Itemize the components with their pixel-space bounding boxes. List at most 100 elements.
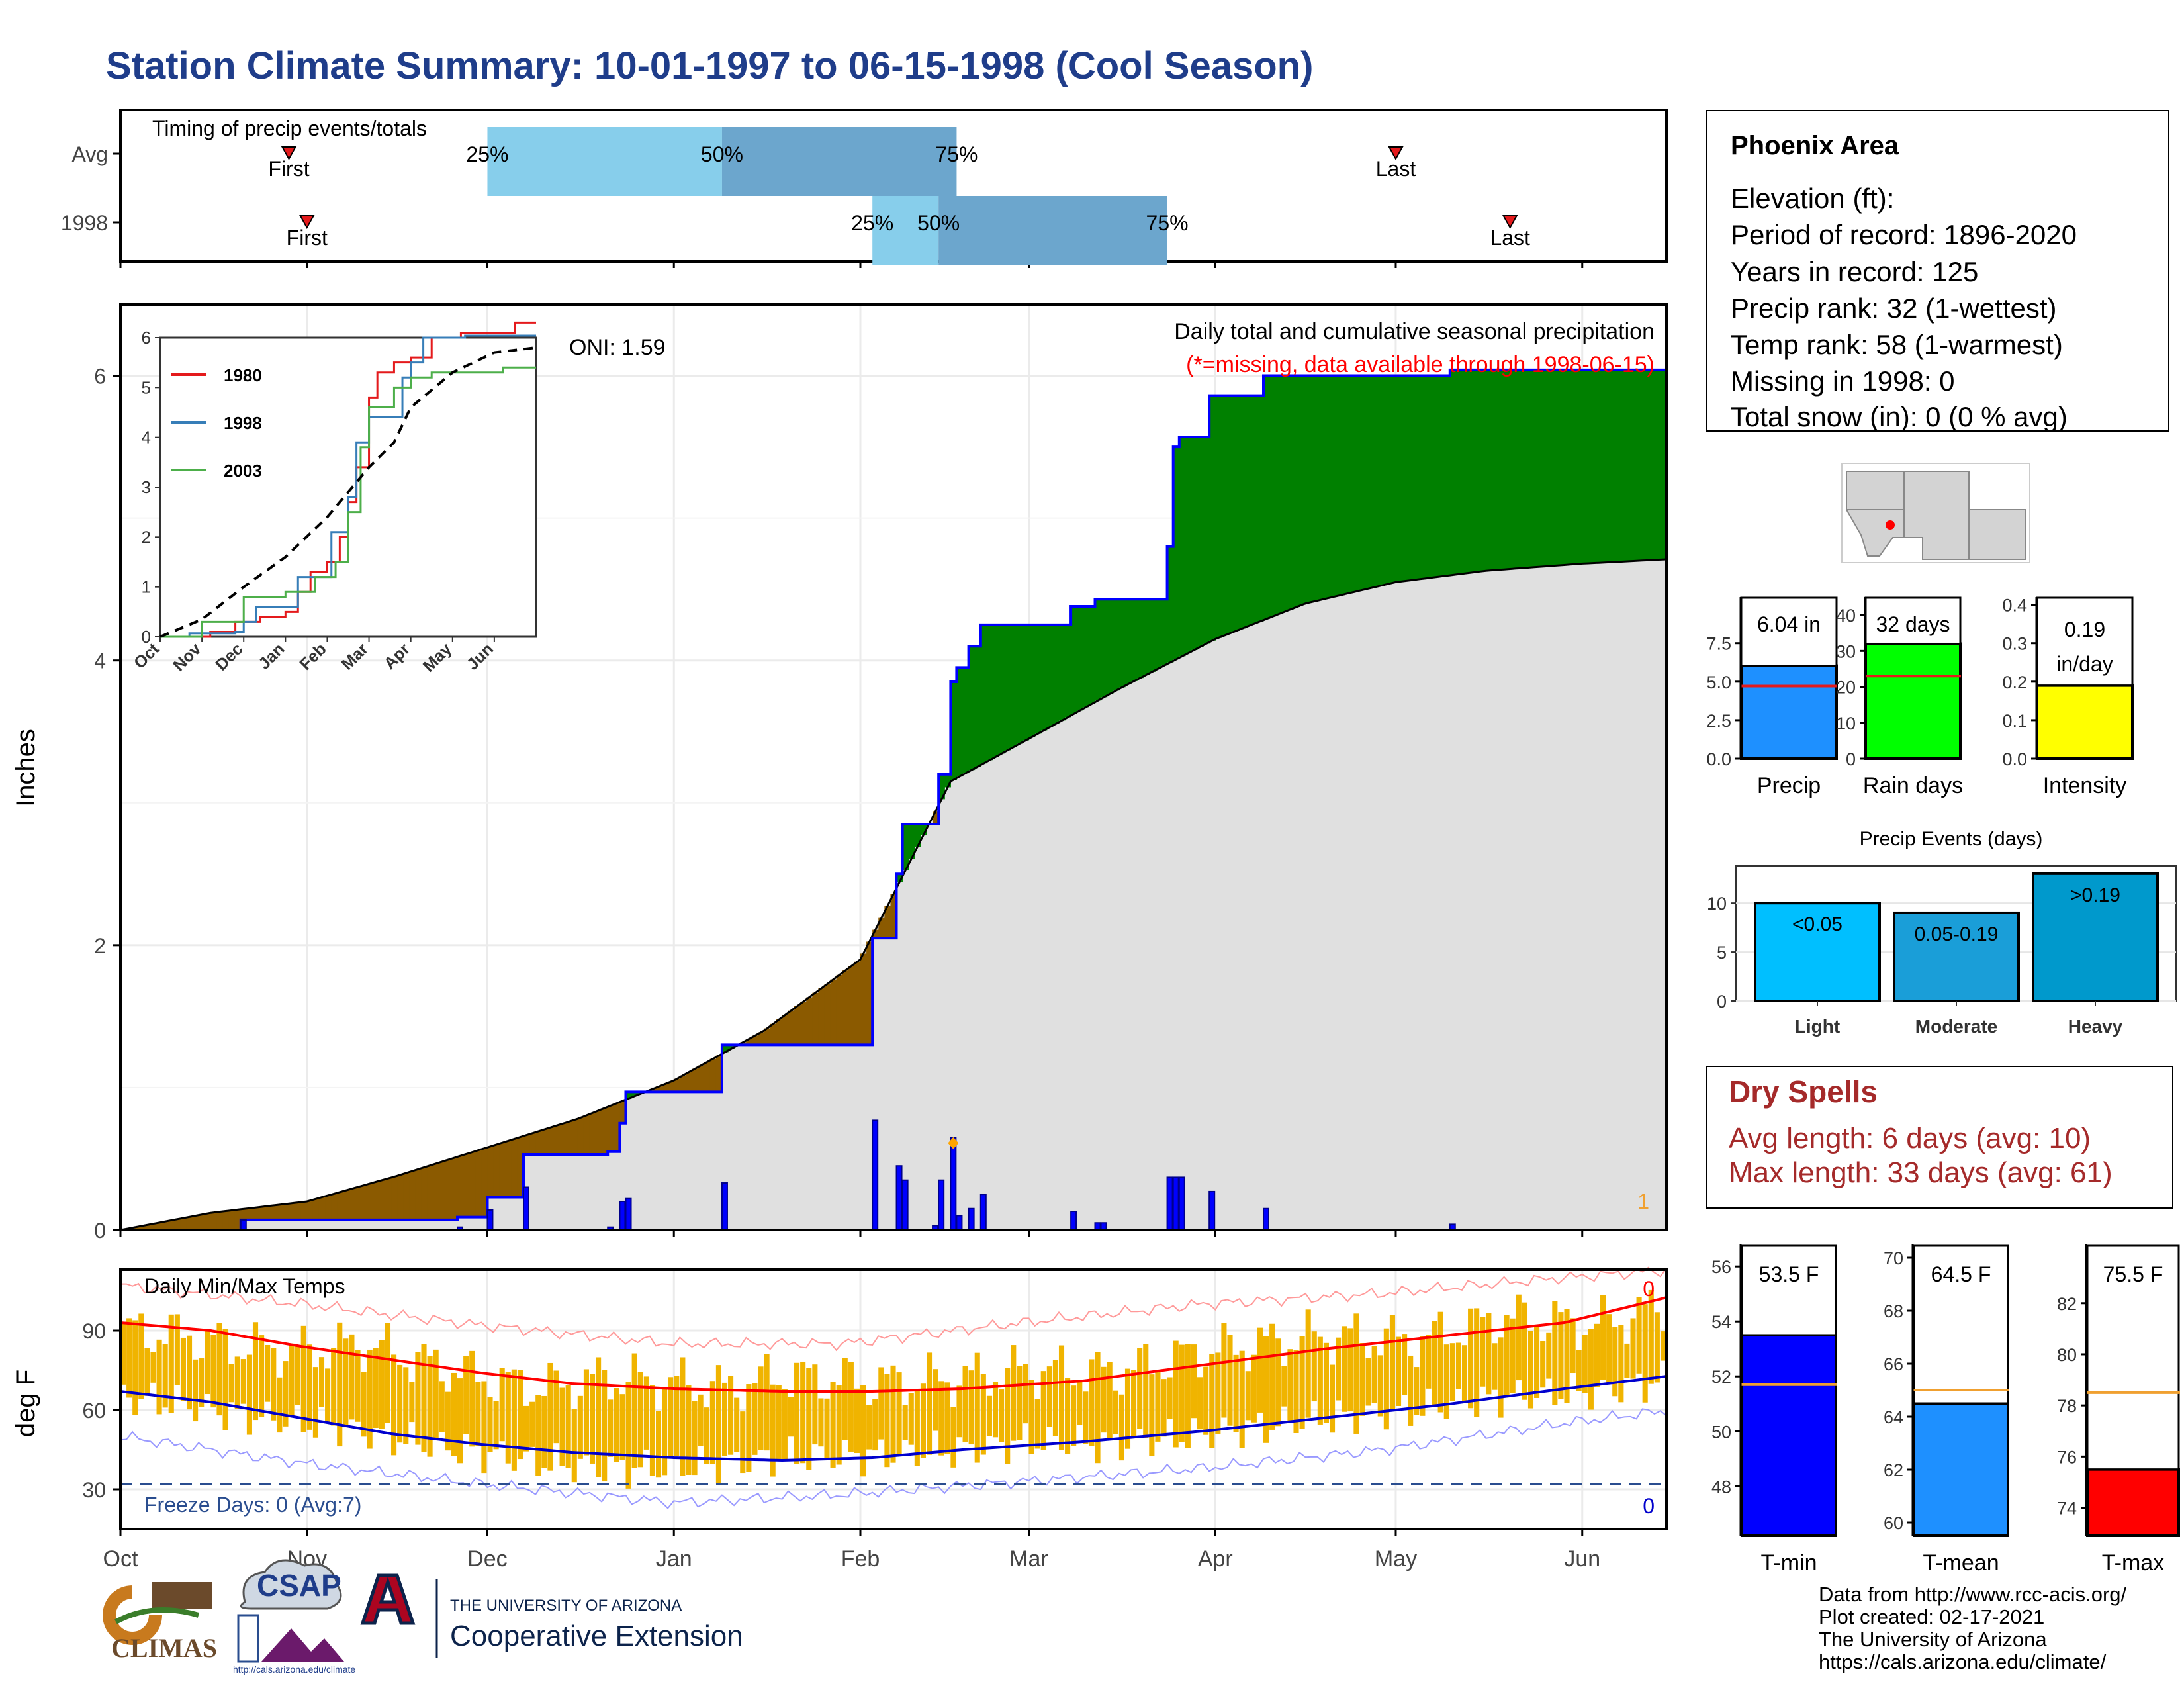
deficit-area xyxy=(800,1002,807,1045)
daily-temp-range-bar xyxy=(553,1370,559,1444)
events-title: Precip Events (days) xyxy=(1860,828,2043,850)
daily-temp-range-bar xyxy=(758,1366,764,1450)
daily-temp-range-bar xyxy=(1083,1391,1089,1444)
surplus-area xyxy=(999,624,1005,754)
daily-temp-range-bar xyxy=(1179,1344,1185,1442)
daily-temp-range-bar xyxy=(1131,1370,1137,1438)
surplus-area xyxy=(1179,437,1186,657)
deficit-area xyxy=(824,984,831,1045)
daily-temp-range-bar xyxy=(1197,1377,1203,1430)
daily-temp-range-bar xyxy=(631,1353,637,1468)
last-label: Last xyxy=(1490,226,1530,250)
daily-temp-range-bar xyxy=(1480,1317,1486,1387)
daily-temp-range-bar xyxy=(962,1366,968,1442)
daily-temp-range-bar xyxy=(535,1395,541,1476)
surplus-area xyxy=(896,874,903,882)
daily-temp-range-bar xyxy=(1624,1343,1630,1378)
y-tick-label: 6 xyxy=(94,365,106,389)
daily-temp-range-bar xyxy=(403,1367,409,1444)
daily-temp-range-bar xyxy=(1155,1370,1161,1442)
surplus-area xyxy=(1058,624,1066,721)
daily-temp-range-bar xyxy=(920,1383,926,1458)
daily-temp-range-bar xyxy=(589,1374,596,1464)
deficit-area xyxy=(174,1219,181,1230)
temp-bar-panels: 53.5 F 48 50 52 54 56 T-min 64.5 F 60 62 64 66 68 70 T… xyxy=(1711,1244,2180,1575)
summary-value-label: 0.19 xyxy=(2064,618,2105,641)
deficit-area xyxy=(199,1214,205,1230)
surplus-area xyxy=(1576,369,1583,564)
daily-temp-range-bar xyxy=(355,1350,361,1422)
month-label: Jun xyxy=(1564,1546,1600,1571)
surplus-area xyxy=(1221,395,1228,636)
daily-temp-range-bar xyxy=(1077,1382,1083,1426)
quartile-bar-q1 xyxy=(487,127,722,196)
surplus-area xyxy=(1606,369,1613,563)
deficit-area xyxy=(391,1176,398,1220)
deficit-area xyxy=(493,1144,500,1197)
surplus-area xyxy=(1173,447,1180,660)
corner-bottom-label: 0 xyxy=(1643,1494,1655,1518)
surplus-area xyxy=(938,774,945,800)
daily-temp-range-bar xyxy=(1654,1312,1660,1383)
surplus-area xyxy=(1275,375,1282,614)
surplus-area xyxy=(1564,369,1571,565)
surplus-area xyxy=(1461,369,1469,574)
daily-temp-range-bar xyxy=(1046,1366,1052,1427)
daily-temp-range-bar xyxy=(421,1344,427,1452)
surplus-area xyxy=(1046,624,1054,727)
surplus-area xyxy=(1540,369,1547,567)
deficit-area xyxy=(451,1158,458,1220)
daily-temp-range-bar xyxy=(1564,1309,1570,1403)
deficit-area xyxy=(583,1115,590,1155)
y-tick-label: 40 xyxy=(1836,606,1856,626)
deficit-area xyxy=(349,1188,356,1220)
surplus-area xyxy=(1516,369,1523,569)
deficit-area xyxy=(132,1227,139,1230)
daily-temp-range-bar xyxy=(1414,1367,1420,1415)
daily-temp-range-bar xyxy=(1600,1295,1606,1380)
inset-y-tick-label: 3 xyxy=(142,477,151,497)
inset-legend-label: 2003 xyxy=(224,461,262,481)
daily-precip-bar xyxy=(1070,1211,1077,1231)
surplus-area xyxy=(1570,369,1577,565)
station-info-line: Precip rank: 32 (1-wettest) xyxy=(1731,293,2057,324)
station-info-line: Period of record: 1896-2020 xyxy=(1731,219,2077,250)
surplus-area xyxy=(1191,437,1198,650)
deficit-area xyxy=(367,1183,374,1220)
daily-temp-range-bar xyxy=(144,1348,150,1396)
temp-bar-name: T-max xyxy=(2102,1550,2164,1575)
daily-temp-range-bar xyxy=(1353,1313,1359,1434)
deficit-area xyxy=(619,1101,627,1123)
surplus-area xyxy=(908,824,915,859)
daily-temp-range-bar xyxy=(1588,1329,1594,1410)
daily-temp-range-bar xyxy=(908,1393,914,1445)
daily-temp-range-bar xyxy=(655,1411,662,1478)
daily-temp-range-bar xyxy=(956,1385,962,1438)
daily-temp-range-bar xyxy=(451,1372,457,1456)
cumulative-subtitle: (*=missing, data available through 1998-… xyxy=(1186,352,1655,377)
oni-label: ONI: 1.59 xyxy=(569,335,666,360)
daily-temp-range-bar xyxy=(1486,1313,1492,1395)
daily-temp-range-bar xyxy=(1389,1315,1395,1409)
daily-temp-range-bar xyxy=(1239,1350,1245,1448)
inset-average-line xyxy=(159,346,537,638)
surplus-area xyxy=(1215,395,1222,638)
daily-temp-range-bar xyxy=(1336,1337,1342,1401)
daily-temp-range-bar xyxy=(271,1348,277,1421)
deficit-area xyxy=(271,1205,277,1220)
surplus-area xyxy=(1040,624,1048,731)
deficit-area xyxy=(782,1015,789,1045)
daily-temp-range-bar xyxy=(1461,1345,1468,1403)
surplus-area xyxy=(1077,606,1083,711)
daily-precip-bar xyxy=(625,1197,632,1231)
deficit-area xyxy=(259,1207,265,1220)
daily-temp-range-bar xyxy=(950,1407,956,1468)
daily-temp-range-bar xyxy=(1558,1312,1564,1399)
daily-temp-range-bar xyxy=(933,1369,938,1431)
event-category-label: Moderate xyxy=(1915,1016,1997,1037)
daily-temp-range-bar xyxy=(1329,1364,1336,1433)
daily-temp-range-bar xyxy=(1474,1308,1480,1417)
inset-series-line xyxy=(160,366,536,638)
daily-temp-range-bar xyxy=(343,1338,349,1428)
